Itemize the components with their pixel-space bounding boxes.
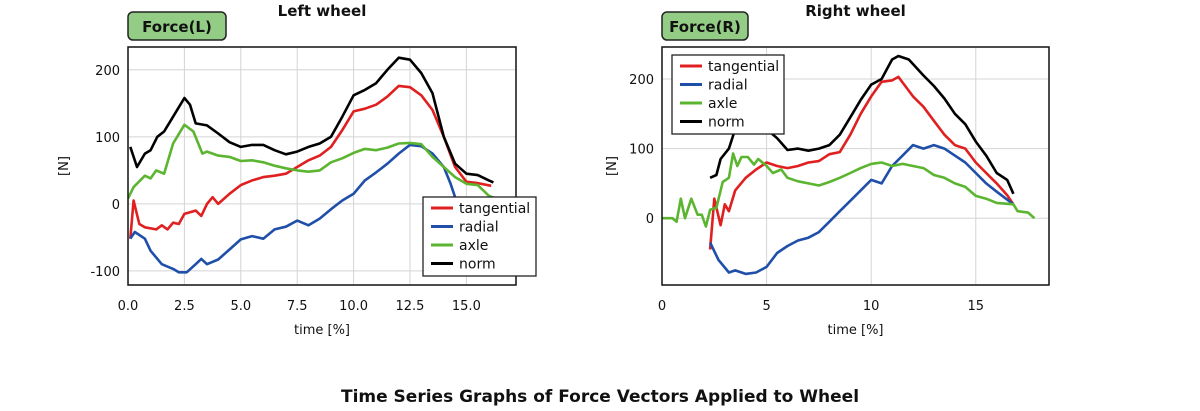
- chart-title: Right wheel: [805, 2, 906, 20]
- legend-label: axle: [708, 96, 737, 112]
- legend-label: tangential: [459, 201, 530, 217]
- x-axis-label: time [%]: [828, 323, 884, 338]
- series-line-radial: [708, 143, 1015, 276]
- x-tick-label: 2.5: [174, 299, 195, 314]
- x-tick-label: 12.5: [396, 299, 425, 314]
- x-tick-label: 10: [863, 299, 880, 314]
- series-line-axle: [128, 123, 501, 202]
- y-axis-label: [N]: [57, 156, 72, 176]
- legend-label: radial: [459, 220, 499, 236]
- series-line-tangential: [129, 84, 492, 239]
- x-tick-label: 15.0: [452, 299, 481, 314]
- legend: tangential radial axle norm: [422, 196, 537, 277]
- x-tick-label: 5: [762, 299, 770, 314]
- series-line-norm: [129, 56, 494, 184]
- y-axis-label: [N]: [605, 156, 620, 176]
- y-tick-label: 0: [646, 212, 654, 227]
- x-tick-label: 15: [968, 299, 985, 314]
- x-tick-label: 0: [658, 299, 666, 314]
- series-line-axle: [662, 152, 1036, 228]
- y-tick-label: 100: [629, 143, 654, 158]
- x-tick-label: 0.0: [118, 299, 139, 314]
- plot-frame: [661, 46, 1050, 286]
- badge-label: Force(L): [142, 18, 212, 36]
- legend-label: axle: [459, 238, 488, 254]
- y-tick-label: -100: [90, 265, 120, 280]
- chart-title: Left wheel: [278, 2, 367, 20]
- chart-left: Left wheel Force(L) 0.0 2.5 5.0 7.5 10.0 12.5 15…: [57, 2, 537, 338]
- y-tick-label: 0: [112, 198, 120, 213]
- legend-label: radial: [708, 78, 748, 94]
- figure-title: Time Series Graphs of Force Vectors Appl…: [341, 387, 859, 407]
- series-line-tangential: [708, 75, 1015, 250]
- chart-right: Right wheel Force(R) 0 5 10 15 0 100 200 time [%]…: [605, 2, 1050, 338]
- x-axis-label: time [%]: [294, 323, 350, 338]
- legend-label: norm: [459, 257, 496, 273]
- badge: [661, 11, 749, 41]
- x-tick-label: 10.0: [339, 299, 368, 314]
- y-tick-label: 200: [629, 73, 654, 88]
- badge: [127, 11, 227, 41]
- legend-label: tangential: [708, 59, 779, 75]
- x-tick-label: 5.0: [230, 299, 251, 314]
- x-tick-label: 7.5: [287, 299, 308, 314]
- y-tick-label: 100: [95, 131, 120, 146]
- legend: tangential radial axle norm: [671, 54, 785, 135]
- badge-label: Force(R): [669, 18, 741, 36]
- plot-frame: [127, 46, 517, 286]
- y-tick-label: 200: [95, 64, 120, 79]
- legend-label: norm: [708, 115, 745, 131]
